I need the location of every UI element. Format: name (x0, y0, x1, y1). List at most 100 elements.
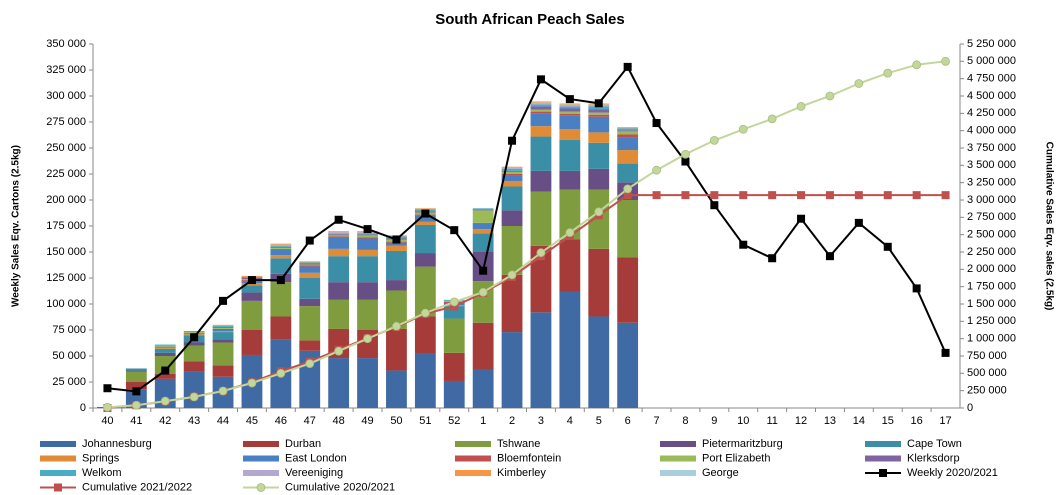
y-tick-label: 200 000 (46, 194, 86, 206)
bar (270, 282, 292, 317)
bar (386, 242, 407, 246)
line-marker (161, 366, 170, 375)
line-marker (305, 236, 314, 245)
bar (299, 298, 321, 307)
legend-label: Cumulative 2020/2021 (285, 481, 395, 493)
bar (212, 324, 234, 326)
bar (270, 316, 292, 340)
bar (443, 318, 465, 353)
line-marker (276, 368, 286, 378)
bar (154, 344, 176, 346)
bar (501, 332, 523, 408)
bar (501, 274, 523, 333)
bar (617, 322, 639, 408)
y-tick-label: 250 000 (46, 142, 86, 154)
x-tick-label: 50 (390, 415, 402, 427)
bar (386, 290, 407, 329)
bar (270, 243, 292, 245)
bar (443, 380, 465, 408)
line-marker (334, 215, 343, 224)
line-marker (623, 62, 632, 71)
bar (299, 278, 321, 299)
bar (559, 291, 581, 408)
bar (386, 245, 407, 251)
bar (328, 248, 350, 257)
bar (588, 106, 610, 110)
bar (617, 150, 639, 164)
bar (559, 139, 581, 171)
bar (530, 312, 552, 408)
legend-swatch (40, 470, 76, 476)
legend-label: Klerksdorp (907, 452, 960, 464)
line-marker (276, 276, 285, 285)
bar (588, 248, 610, 317)
y-tick-label: 300 000 (46, 90, 86, 102)
x-tick-label: 11 (766, 415, 777, 427)
bar (617, 257, 639, 323)
bar (559, 103, 581, 105)
bar (588, 116, 610, 133)
legend-swatch (865, 441, 901, 447)
x-tick-label: 51 (419, 415, 431, 427)
line-marker (478, 287, 488, 297)
y-tick-label: 75 000 (52, 324, 86, 336)
bar (241, 283, 263, 286)
line-marker (103, 384, 112, 393)
bar (472, 208, 494, 210)
legend-swatch (243, 455, 279, 462)
bar (357, 237, 378, 239)
bar (212, 327, 234, 329)
line-marker (131, 400, 141, 410)
bar (241, 285, 263, 293)
x-tick-label: 10 (737, 415, 749, 427)
legend-label: George (702, 467, 739, 479)
legend-marker (879, 469, 887, 477)
x-tick-label: 40 (101, 415, 113, 427)
x-tick-label: 42 (159, 415, 171, 427)
y2-tick-label: 4 250 000 (967, 107, 1016, 119)
line-marker (508, 136, 517, 145)
line-marker (710, 201, 719, 210)
y2-tick-label: 2 000 000 (967, 263, 1016, 275)
bar (443, 306, 465, 319)
bar (328, 282, 350, 300)
bar (299, 272, 321, 278)
line-marker (219, 296, 228, 305)
y-tick-label: 0 (80, 402, 86, 414)
line-marker (652, 165, 661, 175)
line (107, 65, 947, 393)
y2-tick-label: 250 000 (967, 385, 1007, 397)
bar (443, 352, 465, 381)
bar (530, 191, 552, 246)
y2-tick-label: 3 750 000 (967, 142, 1016, 154)
x-tick-label: 3 (538, 415, 544, 427)
legend-label: Pietermaritzburg (702, 438, 783, 450)
bar (530, 104, 552, 107)
bar (617, 134, 639, 138)
bar (414, 224, 436, 254)
line-marker (710, 191, 719, 200)
bar (270, 244, 292, 246)
bar (617, 131, 639, 135)
bar (125, 368, 147, 371)
bar (270, 255, 292, 259)
chart-title: South African Peach Sales (435, 11, 625, 28)
bar (299, 340, 321, 351)
legend-swatch (455, 441, 491, 447)
bar (501, 168, 523, 171)
line-marker (825, 252, 834, 261)
bar (270, 249, 292, 256)
line-marker (681, 157, 690, 166)
bar (530, 103, 552, 105)
bar (472, 229, 494, 234)
bar (212, 331, 234, 333)
y2-tick-label: 5 000 000 (967, 55, 1016, 67)
line-marker (565, 228, 575, 237)
bar (154, 345, 176, 347)
bar (501, 167, 523, 169)
y2-tick-label: 1 500 000 (967, 298, 1016, 310)
bar (386, 280, 407, 291)
bar (357, 282, 378, 300)
y-tick-label: 100 000 (46, 298, 86, 310)
legend-marker (256, 483, 266, 492)
